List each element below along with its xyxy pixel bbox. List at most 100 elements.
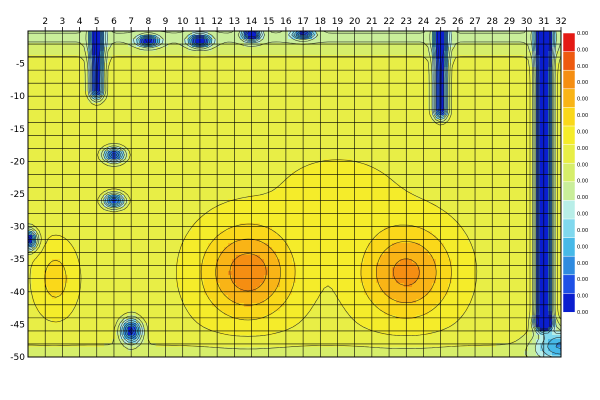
heatmap-cell (476, 123, 481, 128)
heatmap-cell (444, 175, 449, 180)
heatmap-cell (320, 59, 325, 64)
heatmap-cell (540, 51, 545, 56)
heatmap-cell (524, 71, 529, 76)
heatmap-cell (248, 103, 253, 108)
heatmap-cell (320, 143, 325, 148)
heatmap-cell (432, 167, 437, 172)
heatmap-cell (556, 143, 561, 148)
heatmap-cell (144, 99, 149, 104)
heatmap-cell (132, 67, 137, 72)
heatmap-cell (44, 103, 49, 108)
heatmap-cell (216, 167, 221, 172)
heatmap-cell (500, 167, 505, 172)
heatmap-cell (508, 83, 513, 88)
heatmap-cell (116, 67, 121, 72)
heatmap-cell (444, 79, 449, 84)
heatmap-cell (396, 87, 401, 92)
heatmap-cell (216, 147, 221, 152)
heatmap-cell (128, 95, 133, 100)
heatmap-cell (320, 155, 325, 160)
heatmap-cell (28, 59, 33, 64)
heatmap-cell (28, 43, 33, 48)
heatmap-cell (416, 111, 421, 116)
heatmap-cell (260, 39, 265, 44)
heatmap-cell (272, 103, 277, 108)
heatmap-cell (424, 83, 429, 88)
heatmap-cell (120, 135, 125, 140)
heatmap-cell (76, 111, 81, 116)
heatmap-cell (364, 119, 369, 124)
heatmap-cell (496, 135, 501, 140)
heatmap-cell (376, 71, 381, 76)
heatmap-cell (308, 151, 313, 156)
heatmap-cell (288, 71, 293, 76)
heatmap-cell (216, 59, 221, 64)
heatmap-cell (108, 91, 113, 96)
heatmap-cell (408, 59, 413, 64)
heatmap-cell (120, 47, 125, 52)
heatmap-cell (308, 63, 313, 68)
heatmap-cell (204, 63, 209, 68)
heatmap-cell (540, 151, 545, 156)
heatmap-cell (308, 171, 313, 176)
heatmap-cell (212, 99, 217, 104)
heatmap-cell (240, 155, 245, 160)
heatmap-cell (244, 63, 249, 68)
heatmap-cell (516, 123, 521, 128)
heatmap-cell (176, 135, 181, 140)
heatmap-cell (400, 51, 405, 56)
heatmap-cell (220, 51, 225, 56)
heatmap-cell (412, 119, 417, 124)
heatmap-cell (88, 123, 93, 128)
heatmap-cell (248, 35, 253, 40)
heatmap-cell (168, 131, 173, 136)
heatmap-cell (264, 59, 269, 64)
heatmap-cell (512, 43, 517, 48)
heatmap-cell (48, 83, 53, 88)
heatmap-cell (332, 51, 337, 56)
heatmap-cell (168, 163, 173, 168)
heatmap-cell (428, 103, 433, 108)
heatmap-cell (256, 79, 261, 84)
heatmap-cell (116, 115, 121, 120)
heatmap-cell (456, 39, 461, 44)
heatmap-cell (316, 151, 321, 156)
heatmap-cell (556, 155, 561, 160)
heatmap-cell (224, 35, 229, 40)
heatmap-cell (324, 167, 329, 172)
heatmap-cell (452, 103, 457, 108)
heatmap-cell (96, 115, 101, 120)
heatmap-cell (276, 47, 281, 52)
heatmap-cell (396, 83, 401, 88)
heatmap-cell (504, 163, 509, 168)
heatmap-cell (364, 175, 369, 180)
heatmap-cell (436, 67, 441, 72)
heatmap-cell (152, 131, 157, 136)
heatmap-cell (184, 59, 189, 64)
heatmap-cell (548, 163, 553, 168)
heatmap-cell (212, 75, 217, 80)
heatmap-cell (264, 139, 269, 144)
heatmap-cell (176, 51, 181, 56)
heatmap-cell (172, 139, 177, 144)
heatmap-cell (372, 127, 377, 132)
heatmap-cell (188, 91, 193, 96)
heatmap-cell (72, 91, 77, 96)
heatmap-cell (332, 63, 337, 68)
heatmap-cell (68, 43, 73, 48)
heatmap-cell (264, 167, 269, 172)
heatmap-cell (116, 143, 121, 148)
heatmap-cell (364, 111, 369, 116)
heatmap-cell (140, 123, 145, 128)
heatmap-cell (200, 151, 205, 156)
heatmap-cell (240, 87, 245, 92)
heatmap-cell (448, 127, 453, 132)
heatmap-cell (148, 103, 153, 108)
heatmap-cell (164, 135, 169, 140)
heatmap-cell (540, 171, 545, 176)
heatmap-cell (356, 127, 361, 132)
heatmap-cell (52, 51, 57, 56)
heatmap-cell (76, 163, 81, 168)
heatmap-cell (172, 47, 177, 52)
heatmap-cell (524, 127, 529, 132)
